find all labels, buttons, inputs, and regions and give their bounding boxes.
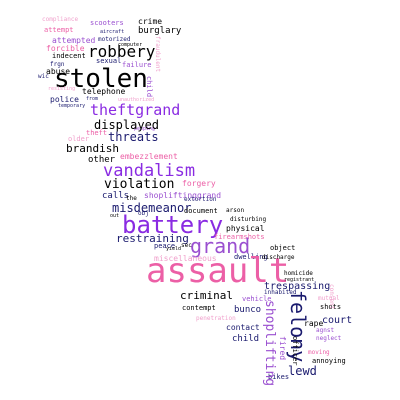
word: mutual [318,295,340,302]
word: displayed [94,118,160,132]
word: child [145,76,153,98]
word: abuse [46,67,71,76]
word: burglary [138,26,182,36]
word: unauthorized [118,97,155,103]
word: grand [190,234,251,258]
word: rape [304,319,324,328]
word: physical [226,224,265,233]
word: misdemeanor [112,201,192,215]
word: battery [122,211,224,239]
word: bunco [234,305,262,315]
word: disturbing [230,216,267,223]
word: police [50,95,79,104]
word: fired [278,336,287,361]
word: other [88,155,116,165]
word: firearmshots [214,233,265,241]
word: shopliftinggrand [144,191,222,200]
word: crime [138,17,163,26]
word: document [184,207,218,215]
word: restraining [116,232,189,245]
word: calls [102,191,130,201]
word: child [232,334,260,344]
word: contempt [182,304,216,312]
word: peace [154,242,176,250]
word: consent [328,284,335,310]
word: obj [138,210,149,217]
word: theft [86,129,108,137]
word: court [322,315,353,326]
word: sec [181,242,192,249]
word: dwelling [234,253,268,261]
word: penetration [196,315,236,322]
word: violation [104,177,175,192]
word: yield [166,246,182,252]
word: sexual [96,57,122,65]
word: computer [118,42,143,48]
word: shoplifting [262,300,277,387]
word: fraudulent [154,36,161,73]
word: motorized [98,36,131,43]
word: aircraft [100,29,125,35]
word: trespassing [264,281,331,292]
word: bikes [268,373,290,381]
word: forgery [182,179,216,188]
word: officer [291,336,299,366]
word: the [126,195,137,202]
word: scooters [90,19,124,27]
word: attempted [52,36,96,45]
word: compliance [42,16,79,23]
word: stolen [54,64,148,94]
word: robbery [88,42,156,61]
word: frgn [50,61,65,68]
word: out [110,213,120,219]
word: neglect [316,335,342,342]
word: threats [108,130,159,144]
word: criminal [180,289,233,302]
word: older [68,135,90,143]
word: failure [122,61,152,69]
word: vandalism [103,161,196,181]
word: shots [320,303,342,311]
word: registrant [284,277,315,283]
word: contact [226,323,260,332]
word: homicide [284,270,313,277]
word: wic [38,73,49,80]
word: theftgrand [90,101,181,119]
word: inhabited [264,289,297,296]
word: lewd [288,364,317,378]
word: indecent [52,52,86,60]
word: from [86,96,99,102]
word: resisting [48,86,76,92]
word: object [270,244,296,252]
word: assault [146,251,290,291]
word: moving [308,349,330,356]
word: arson [226,207,245,214]
word: agnst [316,327,335,334]
word: annoying [312,357,346,365]
word: extortion [184,196,217,203]
word: temporary [58,103,86,109]
word: vehicle [242,295,272,303]
word: telephone [82,87,126,96]
word: miscellaneous [154,254,217,263]
word: forcible [46,44,85,53]
word: attempt [44,26,74,34]
word: peeping [134,126,156,132]
word: brandish [66,142,119,155]
word: discharge [262,254,295,261]
word: embezzlement [120,152,178,161]
